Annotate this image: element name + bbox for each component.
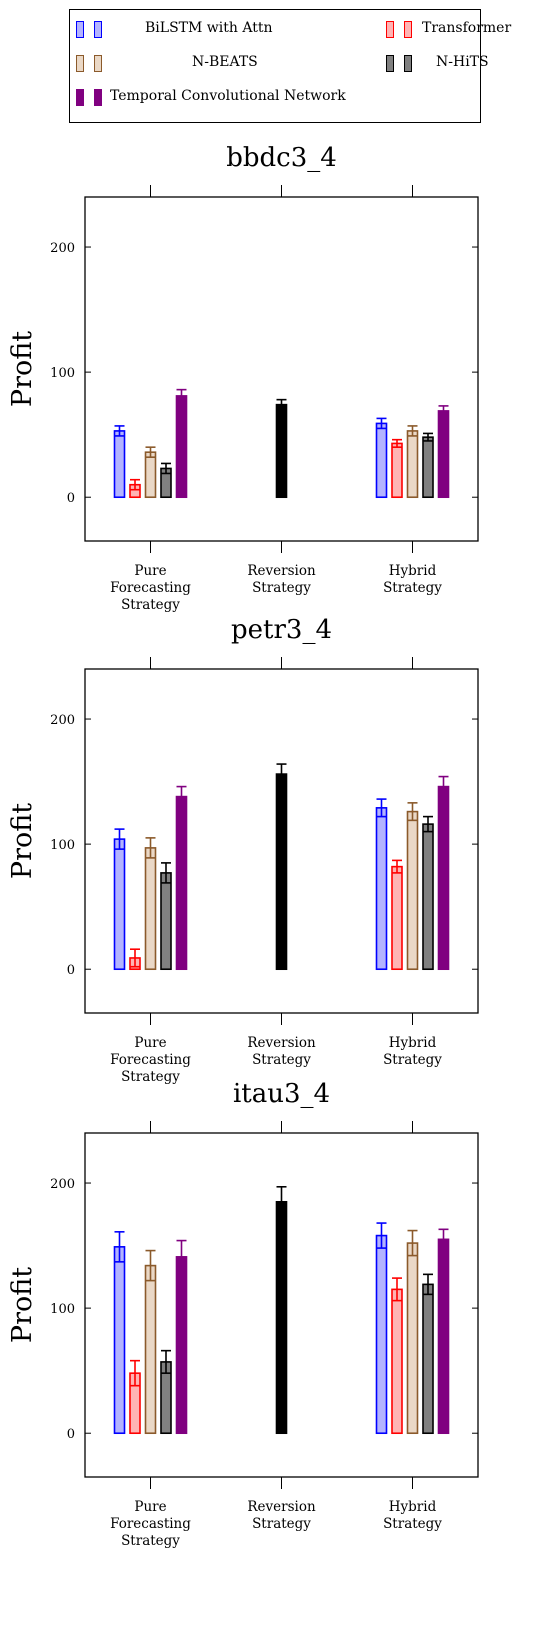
x-tick-label: Forecasting	[110, 1516, 191, 1532]
bar	[391, 1288, 403, 1435]
bar	[175, 795, 188, 971]
x-tick-label: Forecasting	[110, 580, 191, 596]
legend-label: N-BEATS	[192, 54, 258, 70]
legend-swatch	[76, 55, 84, 72]
x-tick-label: Forecasting	[110, 1052, 191, 1068]
legend-label: Transformer	[422, 20, 512, 36]
chart-title: itau3_4	[233, 1079, 330, 1109]
y-tick-label: 100	[50, 1302, 75, 1317]
y-tick-label: 100	[50, 366, 75, 381]
bar	[406, 1242, 419, 1435]
bar	[160, 872, 172, 971]
bar	[275, 773, 288, 971]
x-tick-label: Strategy	[383, 580, 442, 596]
y-tick-label: 200	[50, 713, 75, 728]
legend-swatch	[404, 55, 412, 72]
x-tick-label: Strategy	[252, 1052, 311, 1068]
y-tick-label: 100	[50, 838, 75, 853]
legend-swatch	[76, 89, 84, 106]
bar	[375, 422, 388, 499]
bar	[391, 442, 403, 499]
bar	[375, 1234, 388, 1435]
legend-swatch	[386, 21, 394, 38]
y-axis-label: Profit	[7, 1267, 38, 1343]
x-tick-label: Reversion	[247, 1035, 316, 1051]
x-tick-label: Strategy	[383, 1516, 442, 1532]
y-axis-label: Profit	[7, 803, 38, 879]
bar	[275, 1201, 288, 1435]
bar	[144, 451, 157, 499]
x-tick-label: Strategy	[252, 580, 311, 596]
bar	[113, 430, 126, 499]
x-tick-label: Pure	[134, 563, 166, 579]
legend-label: BiLSTM with Attn	[145, 20, 273, 36]
x-tick-label: Strategy	[252, 1516, 311, 1532]
bar	[422, 1283, 434, 1435]
x-tick-label: Strategy	[121, 1069, 180, 1085]
legend-swatch	[94, 89, 102, 106]
chart-legend: BiLSTM with Attn Transformer N-BEATS N-H…	[69, 9, 511, 123]
x-tick-label: Reversion	[247, 1499, 316, 1515]
chart-petr3-4: petr3_4Profit0100200PureForecastingStrat…	[7, 615, 479, 1085]
bar	[375, 807, 388, 971]
bar	[391, 865, 403, 971]
y-tick-label: 0	[67, 1427, 75, 1442]
bar	[437, 410, 450, 499]
chart-bbdc3-4: bbdc3_4Profit0100200PureForecastingStrat…	[7, 143, 479, 613]
legend-swatch	[404, 21, 412, 38]
bar	[406, 810, 419, 971]
legend-label: N-HiTS	[436, 54, 489, 70]
x-tick-label: Strategy	[121, 597, 180, 613]
chart-title: bbdc3_4	[226, 143, 337, 173]
y-tick-label: 200	[50, 241, 75, 256]
y-tick-label: 200	[50, 1177, 75, 1192]
legend-swatch	[386, 55, 394, 72]
x-tick-label: Pure	[134, 1499, 166, 1515]
bar	[437, 1238, 450, 1435]
legend-swatch	[94, 55, 102, 72]
legend-swatch	[76, 21, 84, 38]
x-tick-label: Pure	[134, 1035, 166, 1051]
y-tick-label: 0	[67, 491, 75, 506]
legend-swatch	[94, 21, 102, 38]
x-tick-label: Strategy	[121, 1533, 180, 1549]
x-tick-label: Strategy	[383, 1052, 442, 1068]
bar	[175, 1256, 188, 1435]
bar	[422, 823, 434, 971]
x-tick-label: Hybrid	[389, 563, 437, 579]
legend-label: Temporal Convolutional Network	[110, 88, 346, 104]
bar	[113, 838, 126, 971]
y-axis-label: Profit	[7, 331, 38, 407]
x-tick-label: Reversion	[247, 563, 316, 579]
x-tick-label: Hybrid	[389, 1035, 437, 1051]
y-tick-label: 0	[67, 963, 75, 978]
chart-itau3-4: itau3_4Profit0100200PureForecastingStrat…	[7, 1079, 479, 1549]
bar	[422, 436, 434, 499]
bar	[144, 847, 157, 971]
bar	[175, 395, 188, 499]
bar	[113, 1246, 126, 1435]
bar	[406, 430, 419, 499]
x-tick-label: Hybrid	[389, 1499, 437, 1515]
bar	[437, 785, 450, 971]
bar	[144, 1264, 157, 1435]
chart-title: petr3_4	[231, 615, 332, 645]
bar	[275, 403, 288, 499]
